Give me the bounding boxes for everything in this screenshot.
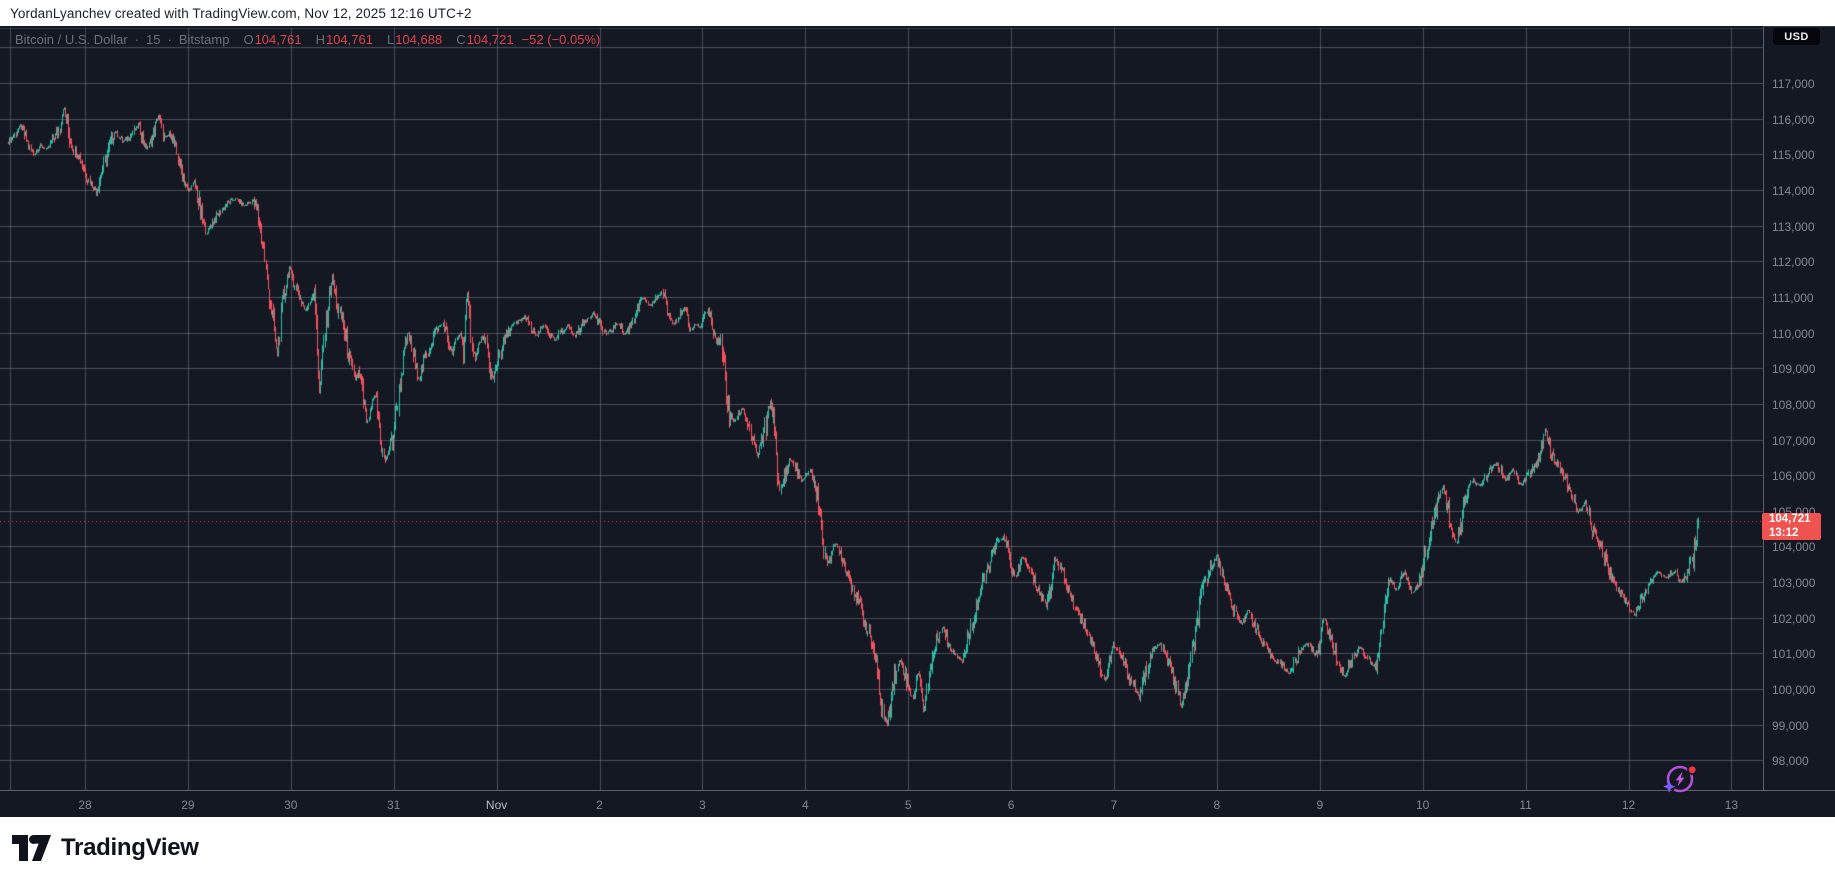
high-letter: H [315,31,325,47]
currency-button[interactable]: USD [1773,28,1820,45]
price-tick-label: 104,000 [1772,540,1816,555]
price-tick-label: 106,000 [1772,469,1816,484]
time-tick-label: 12 [1621,798,1636,812]
high-value: 104,761 [325,31,373,47]
attribution-bar: YordanLyanchev created with TradingView.… [0,0,1835,26]
flash-logo-icon [1663,764,1698,794]
time-tick-label: 5 [904,798,912,812]
price-tick-label: 108,000 [1772,397,1816,412]
legend-separator: · [167,31,172,47]
low-letter: L [386,31,395,47]
price-tick-label: 100,000 [1772,683,1816,698]
price-tick-label: 111,000 [1772,290,1814,305]
price-tick-label: 101,000 [1772,647,1816,662]
last-price-badge: 104,721 13:12 [1762,513,1821,540]
tradingview-logo: TradingView [12,834,199,862]
legend-separator: · [134,31,140,47]
time-tick-label: 30 [284,798,298,812]
last-price: 104,721 [1769,513,1811,525]
time-tick-label: 7 [1110,798,1118,812]
time-tick-label: 4 [801,798,809,812]
bar-countdown: 13:12 [1769,526,1799,539]
interval-label[interactable]: 15 [146,31,161,47]
price-tick-label: 109,000 [1772,362,1816,377]
close-letter: C [456,31,466,47]
price-tick-label: 114,000 [1772,183,1815,198]
lightning-bolt-icon [1675,771,1685,787]
change-value: −52 (−0.05%) [521,31,601,47]
time-tick-label: 2 [596,798,603,812]
attribution-text: YordanLyanchev created with TradingView.… [10,5,472,21]
price-tick-label: 102,000 [1772,611,1816,626]
ohlc-open: O104,761 [243,32,301,47]
price-tick-label: 115,000 [1772,148,1815,163]
time-axis[interactable]: 28 29 30 31 Nov 2 3 4 5 6 7 8 9 10 11 12 13 [0,790,1835,818]
price-tick-label: 103,000 [1772,576,1816,591]
time-tick-label: 13 [1724,798,1739,812]
time-tick-label: 10 [1416,798,1430,812]
time-tick-label: 31 [387,798,401,812]
exchange-label[interactable]: Bitstamp [178,31,230,47]
time-tick-label: 6 [1007,798,1015,812]
low-value: 104,688 [395,31,443,47]
ohlc-high: H104,761 [316,32,373,47]
symbol-legend[interactable]: Bitcoin / U.S. Dollar · 15 · Bitstamp O1… [15,31,600,47]
price-tick-label: 112,000 [1772,255,1815,270]
price-axis[interactable]: 98,000 99,000 100,000 101,000 102,000 103,000… [1763,26,1835,791]
price-tick-label: 110,000 [1772,326,1815,341]
open-value: 104,761 [254,31,302,47]
close-value: 104,721 [466,31,514,47]
price-tick-label: 117,000 [1772,77,1815,91]
tradingview-logo-icon [12,834,51,861]
ohlc-close: C104,721 [456,32,513,47]
tradingview-logo-text: TradingView [61,834,199,861]
ohlc-low: L104,688 [387,32,442,47]
time-tick-label: 9 [1316,798,1324,812]
price-tick-label: 98,000 [1772,754,1809,769]
price-tick-label: 116,000 [1772,112,1815,127]
candlestick-chart[interactable] [0,26,1763,790]
time-tick-label: 28 [78,798,92,812]
sparkle-icon [1663,780,1676,793]
price-tick-label: 99,000 [1772,718,1809,733]
chart-area: Bitcoin / U.S. Dollar · 15 · Bitstamp O1… [0,26,1835,817]
red-dot [1688,766,1696,774]
time-tick-label: Nov [485,798,508,812]
price-tick-label: 107,000 [1772,433,1816,448]
time-tick-label: 3 [699,798,706,812]
time-tick-label: 11 [1519,798,1532,812]
footer-bar: TradingView [0,817,1835,879]
time-tick-label: 8 [1213,798,1221,812]
symbol-title[interactable]: Bitcoin / U.S. Dollar [15,31,128,47]
price-tick-label: 113,000 [1772,219,1815,234]
open-letter: O [243,31,254,47]
time-tick-label: 29 [181,798,195,812]
